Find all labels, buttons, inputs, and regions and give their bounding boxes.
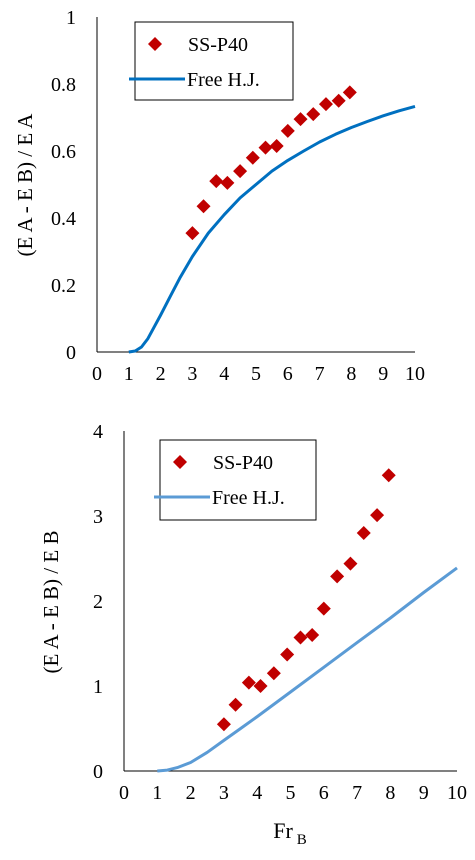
chart-2-x-tick-label: 9: [419, 782, 429, 804]
chart-2-x-tick-label: 10: [447, 782, 467, 804]
chart-1-y-tick-label: 0: [66, 342, 76, 364]
chart-2-ss-p40-point: [228, 697, 243, 712]
chart-1-x-tick-label: 8: [346, 363, 356, 385]
chart-1-legend-label-free-hj: Free H.J.: [187, 69, 260, 91]
chart-2-x-tick-label: 3: [219, 782, 229, 804]
chart-1-x-tick-label: 2: [156, 363, 166, 385]
chart-2-y-tick-label: 3: [93, 506, 103, 528]
chart-1-x-tick-label: 1: [124, 363, 134, 385]
chart-1-ss-p40-point: [331, 93, 346, 108]
chart-2-y-axis-label: (E A - E B) / E B: [39, 531, 63, 674]
chart-2-y-tick-label: 2: [93, 591, 103, 613]
chart-2-ss-p40-point: [316, 601, 331, 616]
chart-2-y-tick-label: 0: [93, 761, 103, 783]
chart-2-legend-marker-ss-p40: [173, 455, 187, 469]
chart-2-x-tick-label: 6: [319, 782, 329, 804]
chart-1-y-tick-label: 0.4: [51, 208, 76, 230]
chart-2-x-tick-label: 7: [352, 782, 362, 804]
chart-2-ss-p40-point: [370, 508, 385, 523]
chart-2-y-tick-label: 4: [93, 421, 103, 443]
chart-1-ss-p40-point: [196, 199, 211, 214]
chart-2-x-axis-label-main: Fr: [273, 818, 293, 843]
chart-1-y-tick-label: 0.6: [51, 141, 76, 163]
chart-1: (E A - E B) / E A 0 1 2 3 4 5 6 7 8 9 1000.20.40.6…: [13, 7, 425, 385]
chart-1-legend-label-ss-p40: SS-P40: [188, 34, 248, 56]
chart-1-x-tick-label: 10: [405, 363, 425, 385]
chart-2: (E A - E B) / E B Fr B 0 1 2 3 4 5 6 7 8 9 10 0 1 2 3 4 S…: [39, 421, 467, 848]
chart-1-ss-p40-point: [258, 140, 273, 155]
chart-1-ss-p40-point: [280, 123, 295, 138]
chart-2-series-free-hj-line: [157, 566, 458, 773]
chart-1-series-free-hj-line: [128, 104, 416, 354]
chart-2-ss-p40-point: [330, 569, 345, 584]
chart-2-x-tick-label: 0: [119, 782, 129, 804]
chart-2-x-tick-label: 1: [152, 782, 162, 804]
chart-1-y-tick-label: 0.2: [51, 275, 76, 297]
chart-2-x-tick-label: 4: [252, 782, 262, 804]
chart-2-legend-label-free-hj: Free H.J.: [212, 487, 285, 509]
chart-2-x-axis-label-subscript: B: [297, 832, 307, 848]
chart-1-legend-box: [134, 21, 294, 101]
chart-1-ss-p40-point: [233, 164, 248, 179]
chart-2-x-tick-label: 2: [186, 782, 196, 804]
chart-1-x-tick-label: 3: [187, 363, 197, 385]
chart-1-x-tick-label: 5: [251, 363, 261, 385]
chart-2-ss-p40-point: [343, 556, 358, 571]
chart-1-x-tick-label: 0: [92, 363, 102, 385]
chart-2-ss-p40-point: [241, 675, 256, 690]
chart-1-y-axis-label: (E A - E B) / E A: [13, 113, 37, 257]
chart-2-ss-p40-point: [305, 628, 320, 642]
chart-2-x-axis-label: Fr B: [273, 818, 307, 848]
chart-2-ss-p40-point: [266, 666, 281, 681]
chart-2-legend-box: [159, 439, 317, 521]
chart-2-y-tick-label: 1: [93, 676, 103, 698]
chart-1-ss-p40-point: [185, 226, 200, 241]
chart-1-x-tick-label: 4: [219, 363, 229, 385]
chart-2-ss-p40-point: [381, 468, 396, 483]
chart-2-legend-label-ss-p40: SS-P40: [213, 452, 273, 474]
chart-1-ss-p40-point: [306, 107, 321, 122]
chart-1-ss-p40-point: [293, 112, 308, 127]
chart-2-x-tick-label: 8: [385, 782, 395, 804]
chart-2-x-tick-label: 5: [286, 782, 296, 804]
chart-2-ss-p40-point: [293, 630, 308, 645]
chart-2-ss-p40-point: [253, 679, 268, 693]
chart-1-x-tick-label: 6: [283, 363, 293, 385]
chart-2-ss-p40-point: [356, 526, 371, 540]
chart-1-legend-marker-ss-p40: [148, 37, 162, 51]
chart-1-ss-p40-point: [342, 85, 357, 100]
chart-1-ss-p40-point: [245, 150, 260, 165]
chart-1-x-tick-label: 9: [378, 363, 388, 385]
chart-1-x-tick-label: 7: [315, 363, 325, 385]
chart-1-y-tick-label: 1: [66, 7, 76, 29]
chart-1-ss-p40-point: [209, 174, 224, 189]
chart-1-y-tick-label: 0.8: [51, 74, 76, 96]
chart-1-ss-p40-point: [269, 138, 284, 153]
chart-1-ss-p40-point: [220, 175, 235, 190]
chart-1-ss-p40-point: [318, 97, 333, 112]
chart-2-ss-p40-point: [280, 647, 295, 662]
chart-2-ss-p40-point: [216, 717, 231, 732]
